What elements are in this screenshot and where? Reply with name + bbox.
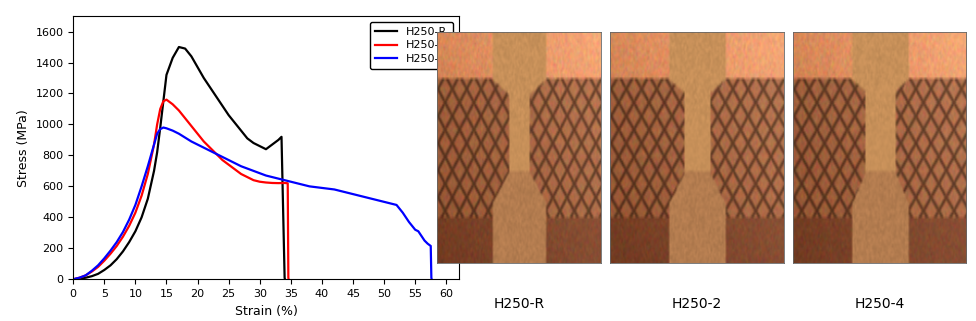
H250-R <box>180 47 191 50</box>
H250-4 <box>425 244 436 248</box>
H250-R <box>241 136 253 140</box>
H250-4 <box>266 175 278 179</box>
H250-R <box>211 95 223 99</box>
H250-2 <box>279 181 291 185</box>
H250-2 <box>282 276 294 280</box>
H250-R <box>198 76 210 80</box>
H250-2 <box>254 180 265 184</box>
H250-R <box>111 257 123 261</box>
H250-2 <box>272 181 284 185</box>
H250-2 <box>235 172 247 176</box>
H250-R <box>148 169 160 173</box>
H250-R <box>261 147 272 151</box>
H250-4 <box>154 127 166 131</box>
H250-2 <box>86 270 98 273</box>
H250-R <box>272 138 284 142</box>
H250-4 <box>67 277 79 281</box>
H250-R <box>161 73 173 77</box>
H250-R <box>167 56 179 60</box>
H250-4 <box>180 136 191 140</box>
H250-2 <box>148 143 160 146</box>
H250-2 <box>198 140 210 143</box>
H250-R <box>275 135 287 139</box>
H250-R <box>99 268 110 272</box>
H250-2 <box>180 116 191 120</box>
Line: H250-4: H250-4 <box>73 127 431 279</box>
Y-axis label: Stress (MPa): Stress (MPa) <box>17 109 30 187</box>
H250-2 <box>185 124 197 128</box>
H250-4 <box>426 277 437 281</box>
H250-R <box>279 277 291 281</box>
X-axis label: Strain (%): Strain (%) <box>234 305 298 317</box>
H250-2 <box>80 273 92 277</box>
H250-R <box>223 113 234 117</box>
H250-R <box>235 129 247 133</box>
Legend: H250-R, H250-2, H250-4: H250-R, H250-2, H250-4 <box>370 22 453 69</box>
H250-2 <box>261 181 272 185</box>
H250-R <box>266 143 278 146</box>
H250-2 <box>266 181 278 185</box>
Text: H250-R: H250-R <box>494 297 545 311</box>
H250-2 <box>92 265 103 269</box>
H250-2 <box>111 244 123 248</box>
H250-R <box>117 249 129 253</box>
H250-2 <box>136 194 147 198</box>
H250-R <box>142 197 153 201</box>
H250-2 <box>123 224 135 228</box>
H250-2 <box>204 146 216 150</box>
H250-2 <box>67 277 79 281</box>
H250-R <box>185 54 197 58</box>
H250-R <box>279 276 291 280</box>
H250-2 <box>248 178 260 182</box>
H250-R <box>92 272 103 276</box>
H250-2 <box>167 102 179 106</box>
H250-R <box>157 99 169 103</box>
H250-R <box>229 121 241 125</box>
H250-4 <box>403 220 415 224</box>
H250-2 <box>241 175 253 179</box>
H250-R <box>217 104 228 108</box>
H250-2 <box>191 132 203 136</box>
H250-R <box>204 85 216 89</box>
H250-R <box>130 229 142 233</box>
H250-2 <box>161 98 173 101</box>
H250-R <box>73 277 85 281</box>
H250-2 <box>282 181 294 185</box>
Text: H250-2: H250-2 <box>671 297 722 311</box>
H250-2 <box>154 107 166 111</box>
H250-R <box>254 144 265 148</box>
H250-2 <box>157 99 169 103</box>
H250-2 <box>130 211 142 215</box>
H250-2 <box>223 163 234 167</box>
H250-R <box>104 264 116 267</box>
H250-2 <box>151 123 163 126</box>
H250-2 <box>283 277 295 281</box>
Line: H250-2: H250-2 <box>73 100 289 279</box>
H250-R <box>67 277 79 281</box>
H250-2 <box>73 276 85 280</box>
H250-R <box>151 150 163 154</box>
H250-R <box>173 45 184 49</box>
H250-4 <box>229 161 241 165</box>
H250-2 <box>99 259 110 263</box>
H250-2 <box>173 108 184 112</box>
H250-4 <box>157 126 169 129</box>
H250-2 <box>104 252 116 256</box>
H250-2 <box>217 158 228 162</box>
Line: H250-R: H250-R <box>73 47 285 279</box>
H250-R <box>191 65 203 69</box>
H250-R <box>86 274 98 278</box>
Text: H250-4: H250-4 <box>854 297 905 311</box>
H250-2 <box>142 172 153 176</box>
H250-R <box>80 276 92 280</box>
H250-R <box>248 141 260 145</box>
H250-R <box>136 215 147 219</box>
H250-2 <box>117 235 129 239</box>
H250-2 <box>229 168 241 171</box>
H250-R <box>123 240 135 244</box>
H250-R <box>154 126 166 129</box>
H250-2 <box>211 152 223 156</box>
